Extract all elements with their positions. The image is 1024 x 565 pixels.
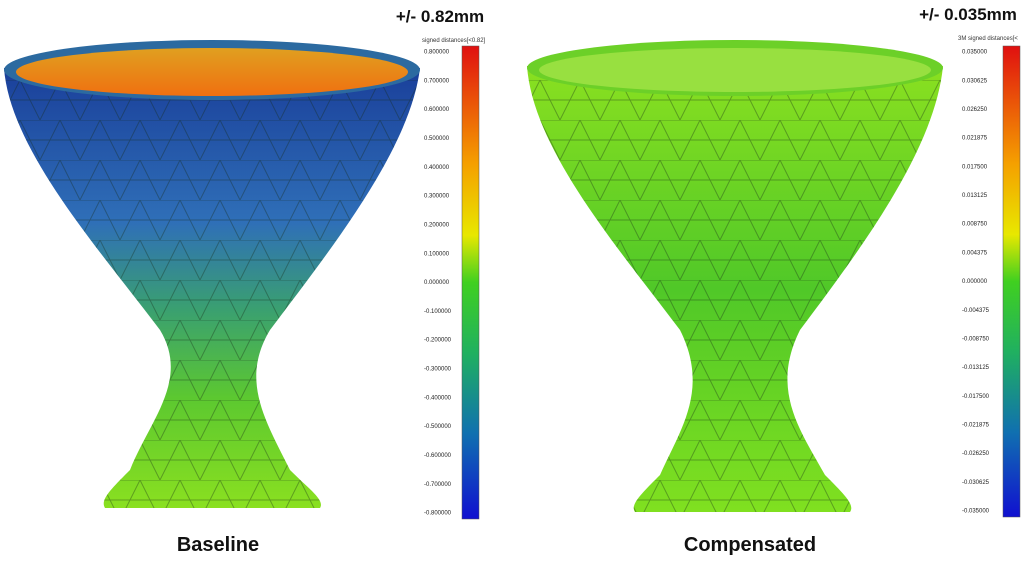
colorbar-tick-label: 0.700000 bbox=[424, 78, 450, 84]
colorbar-title: 3M signed distances[< bbox=[958, 36, 1018, 42]
colorbar-tick-label: -0.013125 bbox=[962, 365, 990, 371]
colorbar-title: signed distances[<0.82] bbox=[422, 38, 486, 44]
colorbar-tick-label: 0.500000 bbox=[424, 136, 450, 142]
colorbar-tick-label: -0.004375 bbox=[962, 308, 990, 314]
range-label: +/- 0.82mm bbox=[396, 7, 484, 26]
colorbar-tick-label: 0.021875 bbox=[962, 136, 988, 142]
colorbar-tick-label: -0.700000 bbox=[424, 482, 452, 488]
colorbar-tick-label: -0.100000 bbox=[424, 309, 452, 315]
colorbar-tick-label: -0.008750 bbox=[962, 336, 990, 342]
range-label: +/- 0.035mm bbox=[919, 5, 1017, 24]
caption: Compensated bbox=[684, 534, 816, 556]
colorbar-tick-label: 0.008750 bbox=[962, 222, 988, 228]
colorbar-tick-label: -0.200000 bbox=[424, 338, 452, 344]
colorbar-tick-label: 0.100000 bbox=[424, 251, 450, 257]
colorbar-tick-label: -0.021875 bbox=[962, 423, 990, 429]
colorbar-tick-label: -0.030625 bbox=[962, 480, 990, 486]
colorbar-tick-label: 0.200000 bbox=[424, 222, 450, 228]
colorbar-tick-label: 0.035000 bbox=[962, 50, 988, 56]
colorbar-tick-label: 0.030625 bbox=[962, 78, 988, 84]
colorbar-tick-label: -0.017500 bbox=[962, 394, 990, 400]
colorbar-tick-label: -0.300000 bbox=[424, 367, 452, 373]
colorbar-tick-label: -0.035000 bbox=[962, 509, 990, 515]
colorbar-tick-label: 0.600000 bbox=[424, 107, 450, 113]
colorbar-tick-label: -0.800000 bbox=[424, 511, 452, 517]
colorbar-tick-label: 0.400000 bbox=[424, 165, 450, 171]
colorbar-tick-label: -0.500000 bbox=[424, 424, 452, 430]
colorbar-tick-label: -0.600000 bbox=[424, 453, 452, 459]
colorbar bbox=[461, 45, 480, 520]
colorbar-tick-label: 0.004375 bbox=[962, 250, 988, 256]
colorbar-tick-label: 0.000000 bbox=[424, 280, 450, 286]
colorbar-tick-label: 0.013125 bbox=[962, 193, 988, 199]
colorbar-tick-label: 0.026250 bbox=[962, 107, 988, 113]
caption: Baseline bbox=[177, 534, 259, 556]
colorbar-tick-label: -0.400000 bbox=[424, 395, 452, 401]
colorbar-tick-label: 0.800000 bbox=[424, 50, 450, 56]
compensated-vase bbox=[527, 40, 943, 512]
colorbar-tick-label: -0.026250 bbox=[962, 451, 990, 457]
baseline-vase bbox=[4, 40, 420, 508]
colorbar-tick-label: 0.000000 bbox=[962, 279, 988, 285]
colorbar-tick-label: 0.300000 bbox=[424, 194, 450, 200]
colorbar-tick-label: 0.017500 bbox=[962, 164, 988, 170]
colorbar bbox=[1002, 45, 1021, 518]
